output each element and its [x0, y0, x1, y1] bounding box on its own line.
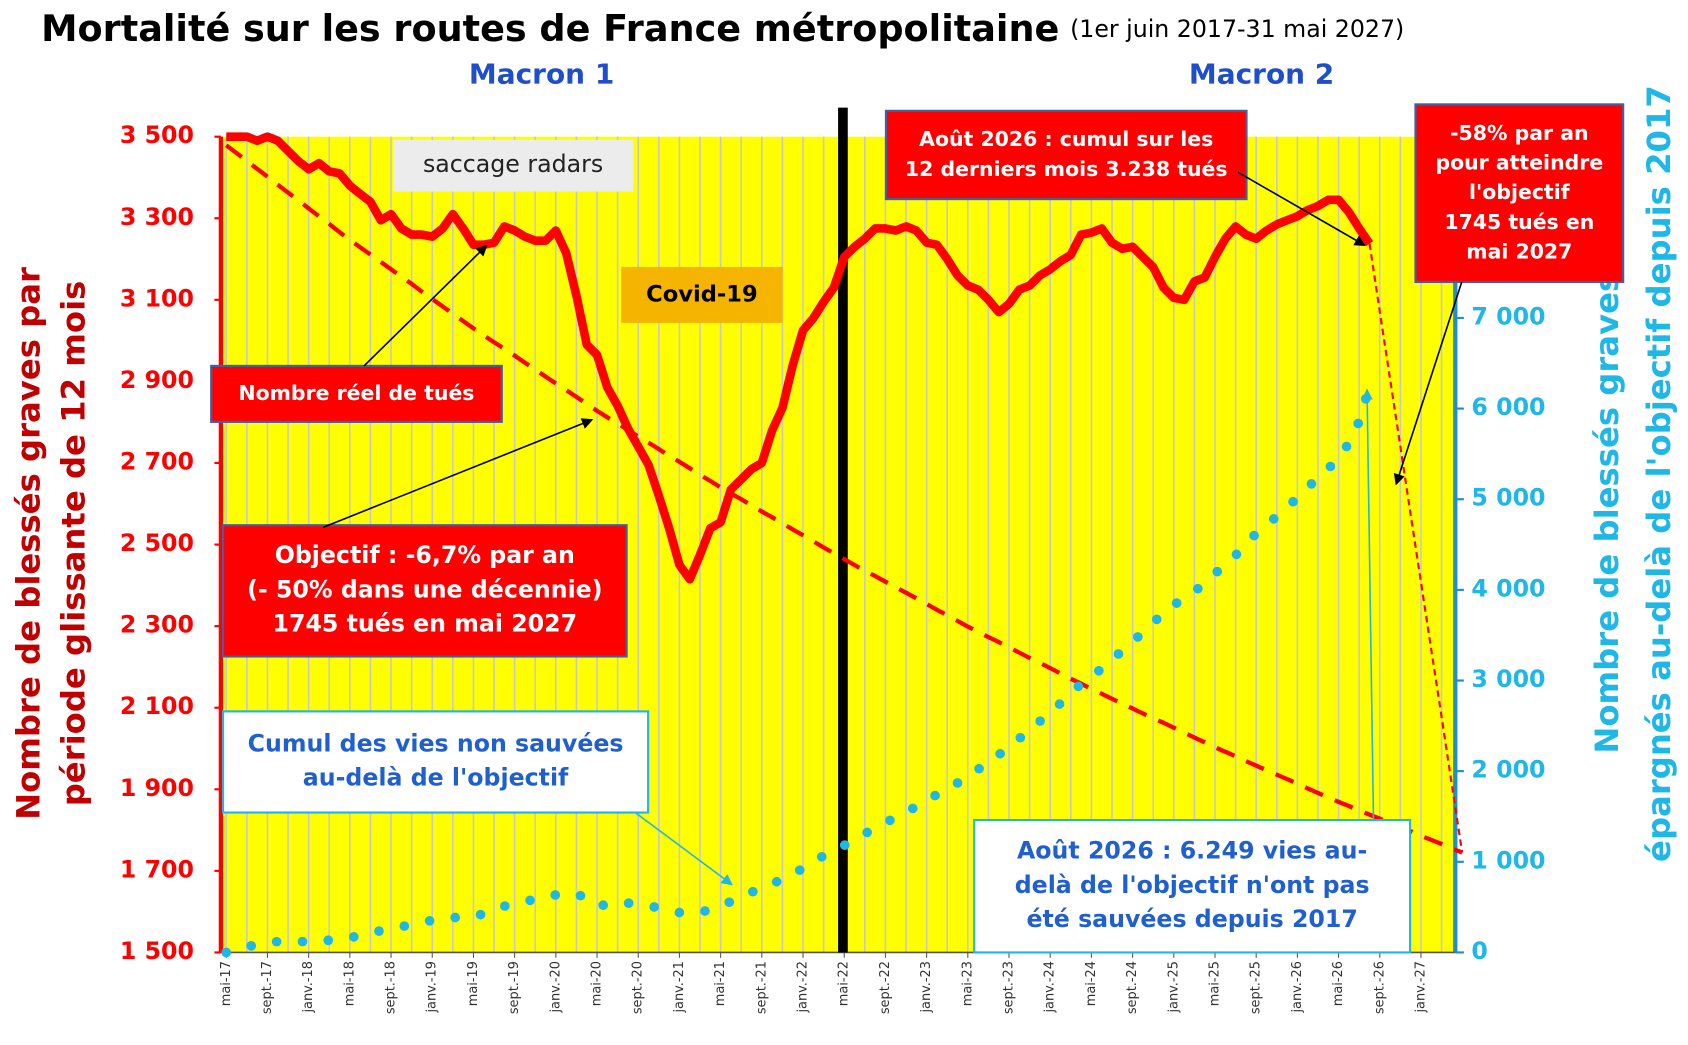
- annotation-text: 1745 tués en mai 2027: [273, 610, 578, 638]
- x-tick-label: mai-25: [1207, 961, 1222, 1006]
- annotation-text: 12 derniers mois 3.238 tués: [905, 157, 1228, 181]
- period-label: Macron 1: [469, 57, 614, 90]
- y-axis-title: Nombre de blessés graves par: [9, 267, 47, 820]
- y-tick-label: 2 900: [120, 366, 194, 394]
- y-tick-label: 3 500: [120, 121, 194, 149]
- x-tick-label: janv.-21: [672, 961, 687, 1014]
- annotation-text: l'objectif: [1469, 180, 1571, 204]
- x-tick-label: sept.-22: [878, 961, 893, 1014]
- chart-title: Mortalité sur les routes de France métro…: [41, 7, 1404, 50]
- annotation-text: pour atteindre: [1435, 151, 1603, 175]
- annotation-arrow: [1361, 388, 1375, 821]
- series-line: [226, 132, 1374, 584]
- annotation-text: mai 2027: [1466, 239, 1572, 263]
- annotation-text: Août 2026 : 6.249 vies au-: [1017, 836, 1367, 864]
- annotation-box: [221, 710, 650, 814]
- annotation-arrow: [634, 811, 733, 886]
- y-tick-label: 2 300: [120, 611, 194, 639]
- x-tick-label: mai-18: [342, 961, 357, 1006]
- y2-axis-title: Nombre de blessés graves non: [1588, 193, 1626, 753]
- annotation-text: -58% par an: [1450, 121, 1588, 145]
- annotation-text: été sauvées depuis 2017: [1026, 905, 1357, 933]
- series-line: [1368, 243, 1464, 853]
- x-tick-label: janv.-26: [1290, 961, 1305, 1014]
- y2-tick-label: 4 000: [1471, 574, 1545, 602]
- annotation-text: delà de l'objectif n'ont pas: [1015, 871, 1370, 899]
- y2-axis-title: épargnés au-delà de l'objectif depuis 20…: [1640, 85, 1678, 862]
- series-line: [221, 381, 1375, 958]
- annotation-text: Covid-19: [646, 281, 758, 307]
- annotation-box: [973, 818, 1412, 954]
- annotation-box: [621, 266, 783, 323]
- annotation-box: [884, 109, 1248, 201]
- x-tick-label: mai-24: [1084, 961, 1099, 1006]
- x-tick-label: mai-23: [960, 961, 975, 1006]
- x-tick-label: janv.-23: [919, 961, 934, 1014]
- y2-tick-label: 6 000: [1471, 393, 1545, 421]
- annotation-arrow: [1237, 171, 1366, 247]
- x-tick-label: janv.-19: [425, 961, 440, 1014]
- x-tick-label: janv.-18: [301, 961, 316, 1014]
- x-tick-label: janv.-20: [548, 961, 563, 1014]
- y2-tick-label: 1 000: [1471, 846, 1545, 874]
- x-tick-label: mai-21: [713, 961, 728, 1006]
- annotation-box: [210, 364, 503, 423]
- annotation-text: Objectif : -6,7% par an: [275, 541, 575, 569]
- y2-tick-label: 5 000: [1471, 484, 1545, 512]
- y-tick-label: 1 500: [120, 937, 194, 965]
- annotation-box: [221, 524, 628, 658]
- y-tick-label: 2 500: [120, 529, 194, 557]
- y2-tick-label: 2 000: [1471, 756, 1545, 784]
- y2-tick-label: 7 000: [1471, 302, 1545, 330]
- annotation-text: au-delà de l'objectif: [303, 764, 569, 792]
- x-tick-label: mai-19: [466, 961, 481, 1006]
- annotation-arrow: [322, 418, 594, 529]
- series-line: [224, 143, 1463, 855]
- annotation-box: [393, 139, 634, 192]
- y2-tick-label: 3 000: [1471, 665, 1545, 693]
- y-tick-label: 3 100: [120, 284, 194, 312]
- title: Mortalité sur les routes de France métro…: [41, 7, 1059, 50]
- annotation-text: Cumul des vies non sauvées: [248, 729, 624, 757]
- x-tick-label: janv.-24: [1043, 961, 1058, 1014]
- y-axis-title: période glissante de 12 mois: [55, 281, 93, 807]
- x-tick-label: sept.-26: [1372, 961, 1387, 1014]
- x-tick-label: sept.-21: [754, 961, 769, 1014]
- annotation-text: (- 50% dans une décennie): [247, 575, 602, 603]
- x-tick-label: mai-26: [1331, 961, 1346, 1006]
- x-tick-label: sept.-17: [260, 961, 275, 1014]
- x-tick-label: sept.-18: [384, 961, 399, 1014]
- subtitle: (1er juin 2017-31 mai 2027): [1070, 15, 1404, 43]
- x-tick-label: janv.-25: [1166, 961, 1181, 1014]
- x-tick-label: sept.-24: [1125, 961, 1140, 1014]
- y-tick-label: 2 100: [120, 692, 194, 720]
- x-tick-label: mai-22: [837, 961, 852, 1006]
- annotation-box: [1414, 103, 1625, 284]
- x-tick-label: sept.-25: [1249, 961, 1264, 1014]
- annotation-arrow: [363, 244, 488, 367]
- y-tick-label: 1 700: [120, 855, 194, 883]
- x-tick-label: janv.-22: [796, 961, 811, 1014]
- x-tick-label: sept.-19: [507, 961, 522, 1014]
- period-label: Macron 2: [1189, 57, 1334, 90]
- x-tick-label: mai-17: [219, 961, 234, 1006]
- annotation-text: 1745 tués en: [1444, 210, 1594, 234]
- y-tick-label: 1 900: [120, 774, 194, 802]
- annotation-text: saccage radars: [423, 150, 603, 178]
- x-tick-label: janv.-27: [1413, 961, 1428, 1014]
- y-tick-label: 2 700: [120, 447, 194, 475]
- annotation-text: Nombre réel de tués: [238, 381, 474, 405]
- x-tick-label: mai-20: [590, 961, 605, 1006]
- annotation-arrow: [1393, 281, 1463, 486]
- x-tick-label: sept.-23: [1002, 961, 1017, 1014]
- y-tick-label: 3 300: [120, 203, 194, 231]
- annotation-text: Août 2026 : cumul sur les: [919, 127, 1213, 151]
- y2-tick-label: 0: [1471, 937, 1487, 965]
- x-tick-label: sept.-20: [631, 961, 646, 1014]
